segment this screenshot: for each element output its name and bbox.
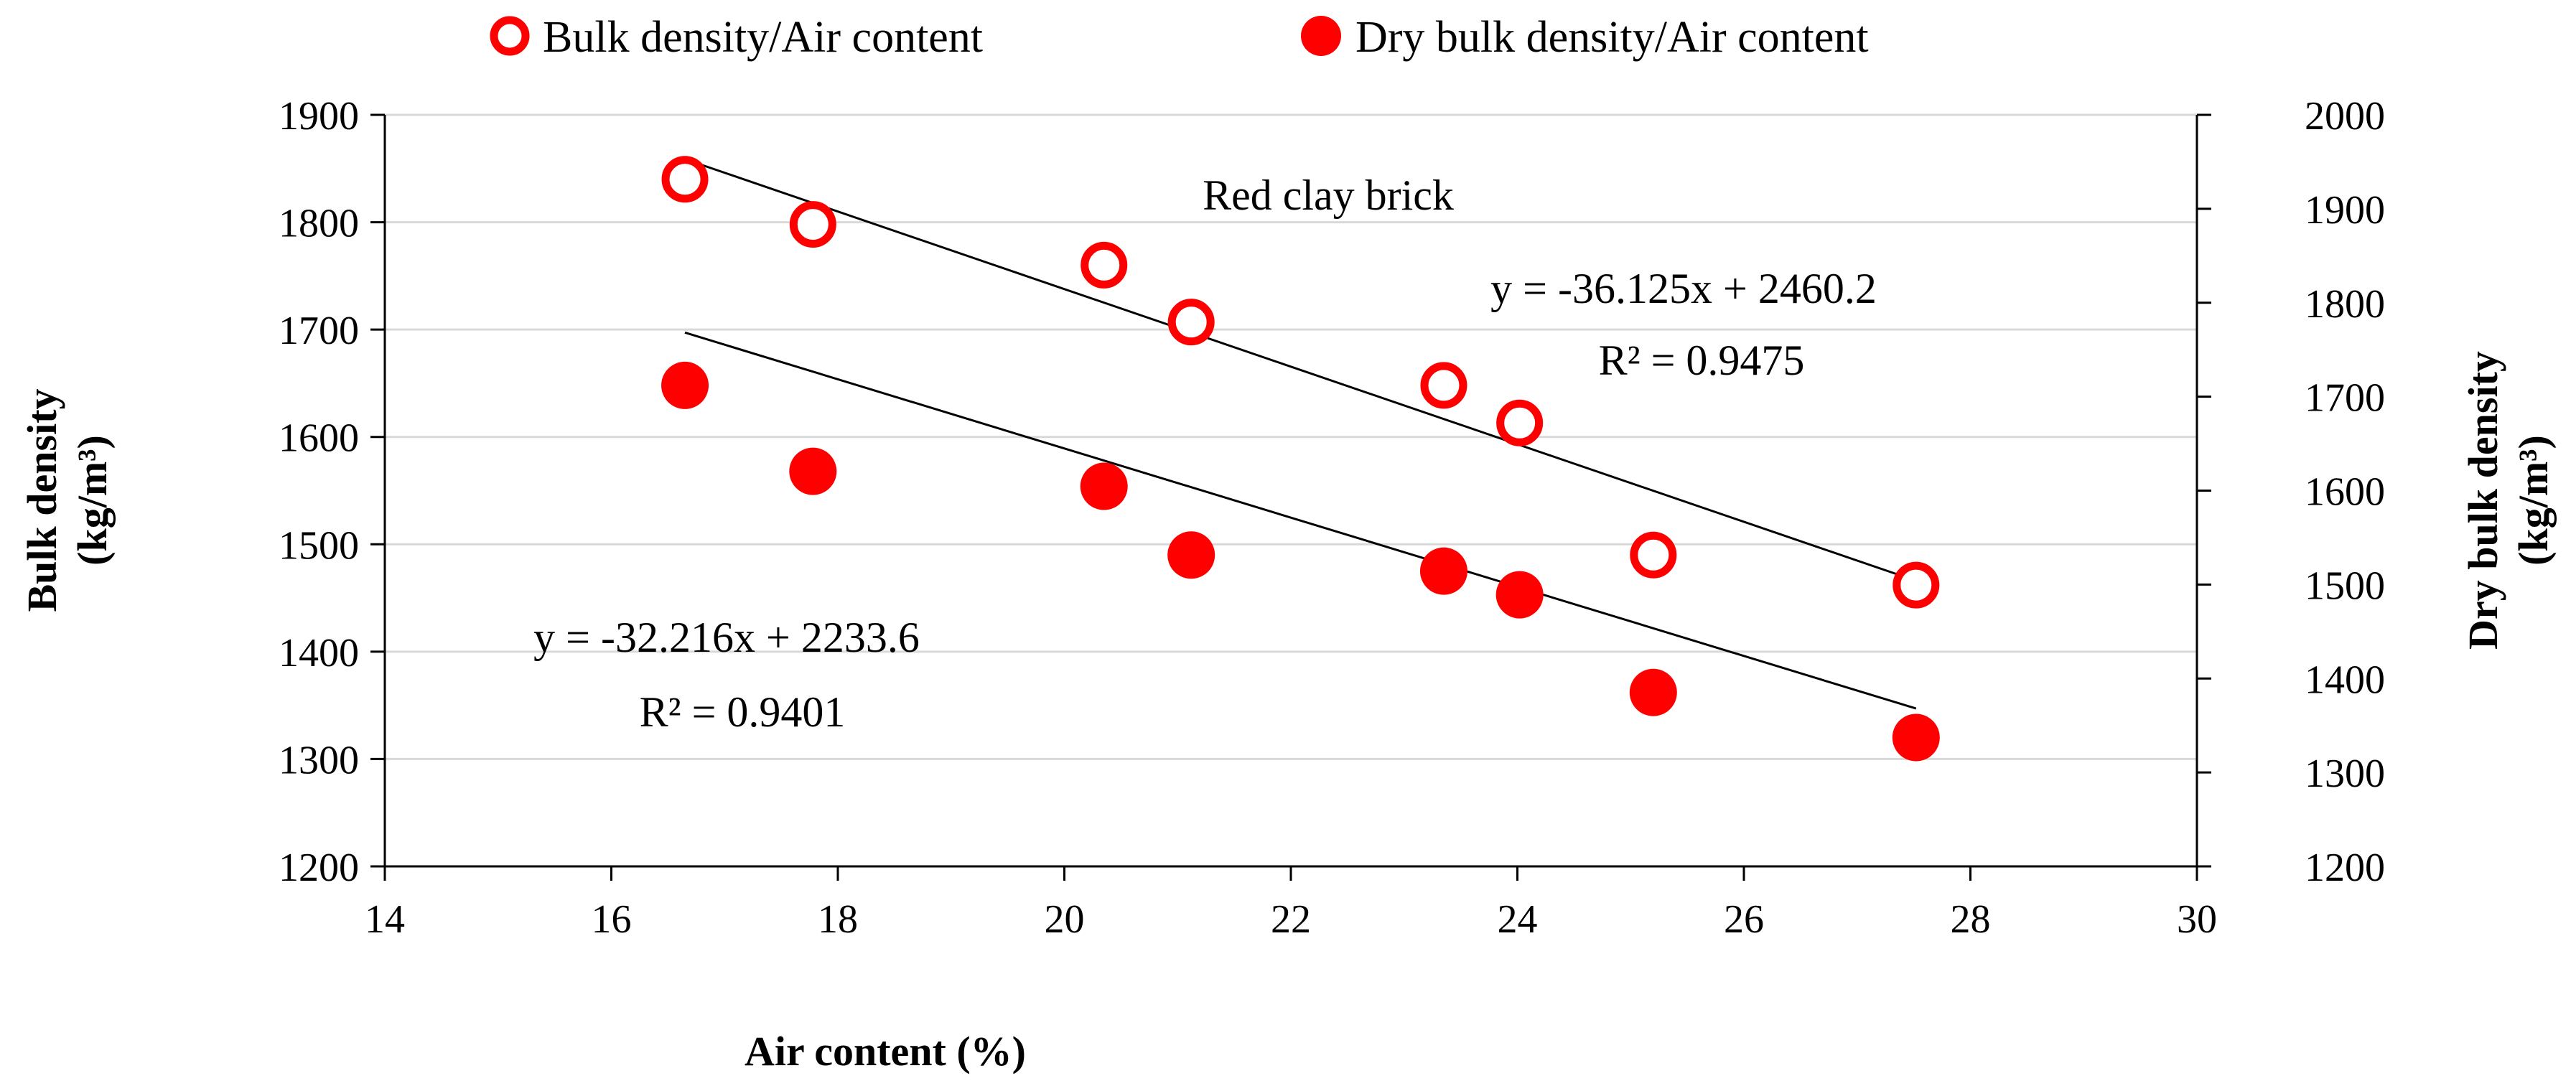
y-tick-label: 1600 [279,416,359,461]
x-tick-label: 28 [1951,897,1991,942]
y2-tick-label: 1400 [2305,658,2385,702]
legend-marker-bulk [490,16,530,56]
legend-label-dry: Dry bulk density/Air content [1355,13,1869,62]
x-tick-label: 14 [365,897,405,942]
y-tick-label: 1700 [279,309,359,353]
x-tick-label: 18 [818,897,858,942]
trendline-bulk [684,158,1917,582]
gridlines [385,113,2197,760]
y2-tick-label: 2000 [2305,94,2385,139]
chart-annotation: Red clay brick [1203,172,1454,219]
point-bulk [1420,362,1467,409]
x-tick-label: 20 [1045,897,1085,942]
y2-axis-title: Dry bulk density [2460,351,2506,650]
legend-label-bulk: Bulk density/Air content [543,13,983,62]
y-tick-label: 1200 [279,846,359,890]
point-dry [1080,462,1128,510]
equation-dry: y = -32.216x + 2233.6 [533,614,920,661]
legend: Bulk density/Air content Dry bulk densit… [490,13,1869,62]
x-tick-label: 26 [1724,897,1764,942]
y2-tick-label: 1500 [2305,563,2385,608]
point-bulk [789,201,836,248]
data-points [661,156,1940,762]
point-bulk [1630,531,1677,579]
y2-tick-label: 1700 [2305,376,2385,421]
trendlines [684,158,1917,710]
y-tick-label: 1900 [279,94,359,139]
legend-marker-dry [1301,16,1341,56]
r2-dry: R² = 0.9401 [640,688,846,736]
x-axis-title: Air content (%) [745,1028,1026,1075]
y2-tick-label: 1900 [2305,188,2385,233]
x-tick-label: 24 [1498,897,1538,942]
x-tick-label: 30 [2177,897,2217,942]
y-tick-label: 1300 [279,738,359,782]
point-dry [1629,668,1677,716]
y-tick-label: 1500 [279,523,359,568]
point-bulk [1496,399,1544,446]
point-dry [1419,547,1467,595]
axes [370,113,2211,881]
r2-bulk: R² = 0.9475 [1599,337,1805,384]
y2-tick-label: 1300 [2305,752,2385,796]
trendline-dry [684,331,1917,710]
x-tick-label: 22 [1271,897,1311,942]
point-dry [789,447,837,495]
y-axis-unit: (kg/m³) [69,435,116,566]
point-dry [661,361,709,409]
tick-labels: 14 16 18 20 22 24 26 28 30 1200 1300 1400 1500 1600 17… [279,94,2385,942]
point-bulk [661,156,709,203]
point-dry [1495,571,1544,619]
y-axis-title: Bulk density [19,388,65,612]
point-bulk [1081,241,1128,289]
point-dry [1167,531,1215,579]
y2-axis-unit: (kg/m³) [2510,435,2557,566]
equation-bulk: y = -36.125x + 2460.2 [1490,265,1877,312]
y2-tick-label: 1800 [2305,282,2385,327]
y2-tick-label: 1200 [2305,846,2385,890]
point-dry [1892,713,1940,762]
x-tick-label: 16 [592,897,632,942]
point-bulk [1893,561,1940,609]
point-bulk [1167,299,1215,346]
y-tick-label: 1400 [279,631,359,675]
y2-tick-label: 1600 [2305,470,2385,515]
y-tick-label: 1800 [279,202,359,246]
